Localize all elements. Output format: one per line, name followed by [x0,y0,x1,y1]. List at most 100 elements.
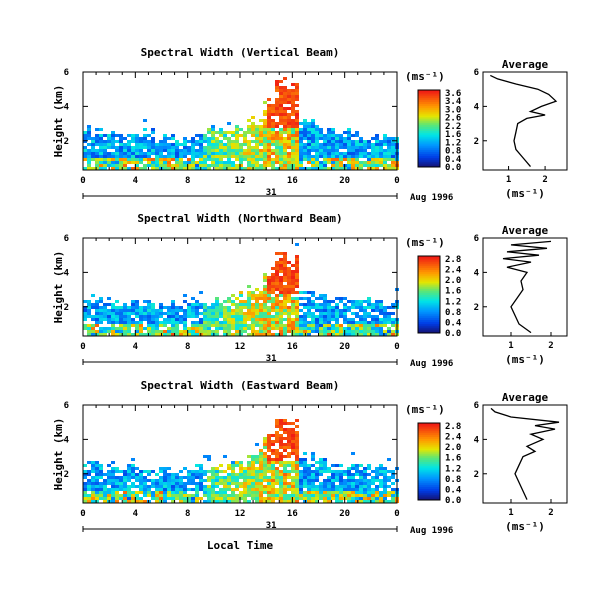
heatmap-cell [375,161,379,164]
heatmap-cell [111,476,115,479]
heatmap-cell [267,104,271,107]
heatmap-cell [339,485,343,488]
heatmap-cell [255,494,259,497]
heatmap-cell [307,137,311,140]
heatmap-cell [151,167,155,170]
heatmap-cell [275,158,279,161]
heatmap-cell [327,312,331,315]
heatmap-cell [263,110,267,113]
heatmap-cell [255,288,259,291]
heatmap-cell [271,297,275,300]
heatmap-cell [151,146,155,149]
heatmap-cell [83,464,87,467]
heatmap-cell [103,333,107,336]
panel-0: Spectral Width (Vertical Beam)Height (km… [52,46,568,203]
colorbar-swatch [418,482,440,486]
heatmap-cell [255,455,259,458]
heatmap-cell [171,497,175,500]
heatmap-cell [347,494,351,497]
heatmap-cell [135,467,139,470]
heatmap-cell [175,330,179,333]
heatmap-cell [359,464,363,467]
heatmap-cell [331,128,335,131]
heatmap-cell [111,461,115,464]
heatmap-cell [307,491,311,494]
heatmap-cell [359,488,363,491]
colorbar-swatch [418,461,440,464]
heatmap-cell [287,279,291,282]
heatmap-cell [207,330,211,333]
heatmap-cell [311,158,315,161]
heatmap-cell [299,122,303,125]
heatmap-cell [223,333,227,336]
y-tick-label: 4 [64,435,70,445]
heatmap-cell [335,497,339,500]
heatmap-cell [131,482,135,485]
heatmap-cell [295,485,299,488]
heatmap-cell [311,131,315,134]
heatmap-cell [235,461,239,464]
heatmap-cell [355,485,359,488]
average-frame [482,237,568,337]
heatmap-cell [127,500,131,503]
heatmap-cell [331,137,335,140]
heatmap-cell [243,473,247,476]
heatmap-cell [227,149,231,152]
heatmap-cell [287,452,291,455]
heatmap-cell [275,473,279,476]
heatmap-cell [143,485,147,488]
heatmap-cell [247,119,251,122]
heatmap-cell [263,333,267,336]
heatmap-cell [267,485,271,488]
heatmap-cell [127,464,131,467]
heatmap-cell [215,140,219,143]
heatmap-cell [87,324,91,327]
heatmap-cell [351,321,355,324]
heatmap-cell [323,297,327,300]
heatmap-cell [227,161,231,164]
heatmap-cell [239,158,243,161]
heatmap-cell [291,479,295,482]
heatmap-cell [163,321,167,324]
heatmap-cell [287,158,291,161]
heatmap-cell [127,497,131,500]
colorbar-swatch [418,90,440,93]
heatmap-cell [295,86,299,89]
heatmap-cell [259,134,263,137]
heatmap-cell [251,134,255,137]
heatmap-cell [339,312,343,315]
heatmap-cell [299,297,303,300]
heatmap-cell [383,476,387,479]
heatmap-cell [91,464,95,467]
heatmap-cell [111,167,115,170]
heatmap-cell [315,500,319,503]
heatmap-cell [287,101,291,104]
heatmap-cell [119,152,123,155]
colorbar-swatch [418,107,440,110]
heatmap-cell [371,500,375,503]
heatmap-cell [351,491,355,494]
heatmap-cell [259,494,263,497]
heatmap-cell [227,473,231,476]
heatmap-cell [191,297,195,300]
heatmap-cell [203,321,207,324]
heatmap-cell [259,143,263,146]
heatmap-cell [87,312,91,315]
heatmap-cell [355,479,359,482]
heatmap-cell [259,461,263,464]
heatmap-cell [83,155,87,158]
heatmap-cell [275,488,279,491]
heatmap-cell [275,152,279,155]
heatmap-cell [319,309,323,312]
heatmap-cell [91,318,95,321]
heatmap-cell [287,470,291,473]
heatmap-cell [307,494,311,497]
heatmap-cell [255,128,259,131]
heatmap-cell [251,297,255,300]
heatmap-cell [239,164,243,167]
date-day-label: 31 [266,354,277,364]
colorbar-swatch [418,327,440,330]
heatmap-cell [223,167,227,170]
heatmap-cell [323,485,327,488]
heatmap-cell [347,324,351,327]
